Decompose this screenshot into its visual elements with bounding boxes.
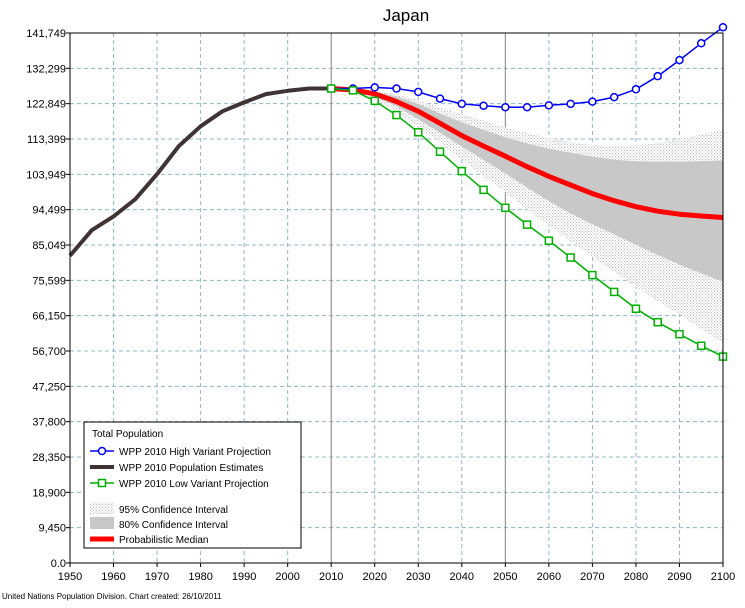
tick-label-y: 132,299	[26, 63, 66, 75]
legend-label: WPP 2010 High Variant Projection	[119, 447, 271, 458]
legend-label: Probabilistic Median	[119, 535, 209, 546]
high-variant-point	[631, 85, 641, 94]
legend-box	[83, 421, 302, 549]
high-variant-point	[609, 92, 619, 102]
ci95-band	[331, 88, 723, 344]
low-variant-point	[326, 84, 336, 93]
high-variant-point	[457, 99, 467, 109]
low-variant-point	[522, 220, 532, 229]
high-variant-point	[479, 101, 488, 110]
legend-swatch-ci80	[90, 517, 114, 529]
median-line	[331, 86, 724, 220]
estimates-line	[68, 86, 332, 257]
high-variant-point	[522, 102, 532, 112]
high-variant-point	[653, 71, 662, 81]
high-variant-point	[566, 99, 575, 109]
tick-label-y: 0.0	[51, 558, 66, 570]
high-variant-point	[501, 102, 510, 112]
low-variant-point	[370, 96, 379, 106]
high-variant-point	[718, 22, 728, 32]
tick-label-x: 1980	[188, 571, 212, 583]
high-variant-point	[414, 87, 423, 97]
ci80-band	[331, 88, 723, 282]
tick-label-y: 18,900	[32, 487, 66, 499]
low-variant-point	[479, 185, 488, 195]
low-variant-point	[544, 236, 554, 245]
tick-label-x: 2060	[537, 571, 561, 583]
high-variant-point	[675, 55, 684, 65]
tick-label-y: 37,800	[32, 417, 66, 429]
tick-label-y: 9,450	[38, 523, 66, 535]
high-variant-point	[544, 101, 554, 110]
low-variant-point	[588, 270, 597, 280]
axes: 0.0 9,450 18,900 28,350 37,800 47,250 56,700 66…	[26, 28, 735, 583]
high-variant-point	[696, 39, 706, 48]
chart-title: Japan	[383, 6, 429, 25]
low-variant-point	[696, 341, 706, 351]
low-variant-point	[414, 128, 423, 137]
series	[68, 22, 728, 361]
low-variant-point	[566, 253, 575, 262]
tick-label-x: 2080	[624, 571, 648, 583]
tick-label-x: 2090	[667, 571, 691, 583]
footer-credit: United Nations Population Division. Char…	[2, 592, 222, 601]
low-variant-point	[435, 147, 445, 156]
tick-label-x: 1990	[232, 571, 256, 583]
tick-label-y: 56,700	[32, 346, 66, 358]
tick-label-x: 1960	[101, 571, 125, 583]
legend-label: WPP 2010 Low Variant Projection	[119, 479, 269, 490]
tick-label-x: 2040	[450, 571, 474, 583]
low-variant-point	[631, 304, 641, 313]
low-variant-point	[675, 329, 684, 339]
plot-frame	[69, 32, 724, 564]
tick-label-x: 1950	[58, 571, 82, 583]
legend-marker-high	[97, 446, 107, 456]
low-variant-point	[348, 86, 358, 95]
high-variant-point	[435, 94, 445, 103]
high-variant-point	[392, 84, 401, 93]
low-variant-point	[501, 203, 510, 213]
legend-label: 80% Confidence Interval	[119, 520, 228, 531]
tick-label-y: 28,350	[32, 452, 66, 464]
low-variant-point	[457, 166, 467, 176]
legend-marker-low	[97, 478, 107, 488]
high-variant-point	[588, 97, 597, 106]
tick-label-y: 66,150	[32, 311, 66, 323]
tick-label-y: 94,499	[32, 205, 66, 217]
high-variant-point	[370, 83, 379, 92]
tick-label-x: 2020	[362, 571, 386, 583]
tick-label-y: 103,949	[26, 169, 66, 181]
tick-label-x: 2100	[711, 571, 735, 583]
legend: Total Population WPP 2010 High Variant P…	[83, 421, 302, 549]
tick-label-y: 113,399	[27, 134, 66, 146]
legend-swatch-ci95	[90, 502, 114, 514]
tick-label-y: 141,749	[26, 28, 66, 40]
legend-label: WPP 2010 Population Estimates	[119, 463, 263, 474]
low-variant-point	[609, 287, 619, 297]
low-variant-point	[392, 110, 401, 120]
legend-title: Total Population	[92, 429, 163, 440]
tick-label-x: 2000	[275, 571, 299, 583]
confidence-bands	[331, 88, 723, 344]
tick-label-x: 2010	[319, 571, 343, 583]
tick-label-x: 2030	[406, 571, 430, 583]
low-variant-point	[653, 317, 662, 327]
tick-label-x: 2070	[580, 571, 604, 583]
legend-label: 95% Confidence Interval	[119, 505, 228, 516]
tick-label-x: 1970	[145, 571, 169, 583]
tick-label-y: 47,250	[32, 381, 66, 393]
tick-label-y: 122,849	[26, 99, 66, 111]
tick-label-y: 75,599	[32, 275, 66, 287]
tick-label-y: 85,049	[32, 240, 66, 252]
tick-label-x: 2050	[493, 571, 517, 583]
chart: Japan 0.0 9,450 18,900 28,350 37,800 47,250 56…	[26, 6, 735, 583]
